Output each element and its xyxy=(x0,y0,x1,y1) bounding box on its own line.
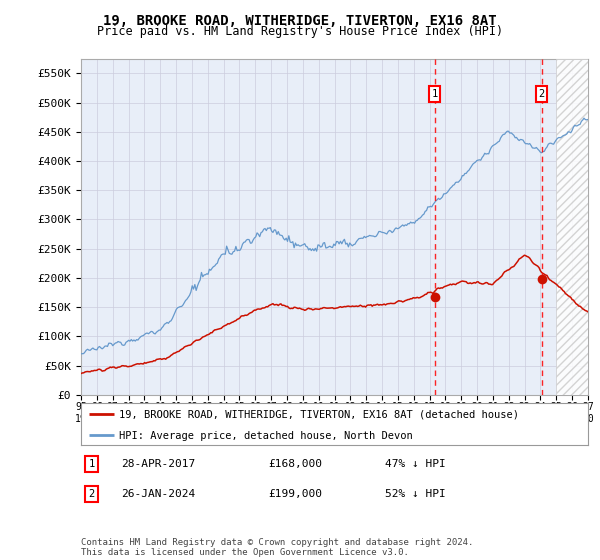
Text: 1: 1 xyxy=(431,89,438,99)
Text: 47% ↓ HPI: 47% ↓ HPI xyxy=(385,459,446,469)
Text: Contains HM Land Registry data © Crown copyright and database right 2024.
This d: Contains HM Land Registry data © Crown c… xyxy=(81,538,473,557)
Text: £168,000: £168,000 xyxy=(269,459,323,469)
Text: £199,000: £199,000 xyxy=(269,489,323,500)
Text: 2: 2 xyxy=(538,89,545,99)
Text: Price paid vs. HM Land Registry's House Price Index (HPI): Price paid vs. HM Land Registry's House … xyxy=(97,25,503,38)
Text: 19, BROOKE ROAD, WITHERIDGE, TIVERTON, EX16 8AT (detached house): 19, BROOKE ROAD, WITHERIDGE, TIVERTON, E… xyxy=(119,409,519,419)
Text: 26-JAN-2024: 26-JAN-2024 xyxy=(122,489,196,500)
Text: HPI: Average price, detached house, North Devon: HPI: Average price, detached house, Nort… xyxy=(119,431,413,441)
Text: 19, BROOKE ROAD, WITHERIDGE, TIVERTON, EX16 8AT: 19, BROOKE ROAD, WITHERIDGE, TIVERTON, E… xyxy=(103,14,497,28)
Text: 2: 2 xyxy=(89,489,95,500)
Text: 28-APR-2017: 28-APR-2017 xyxy=(122,459,196,469)
Text: 1: 1 xyxy=(89,459,95,469)
Text: 52% ↓ HPI: 52% ↓ HPI xyxy=(385,489,446,500)
